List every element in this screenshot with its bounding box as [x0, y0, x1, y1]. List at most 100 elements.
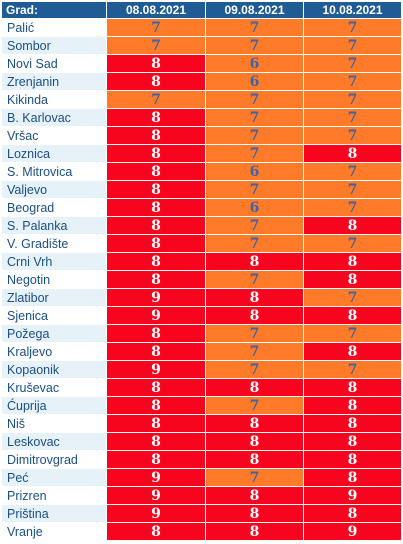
uv-index-cell: 7 — [206, 145, 303, 162]
uv-index-cell: 7 — [304, 37, 401, 54]
city-name: Kopaonik — [2, 361, 106, 378]
city-name: Priština — [2, 505, 106, 522]
uv-index-cell: 8 — [304, 253, 401, 270]
table-row: V. Gradište 8 7 7 — [2, 235, 401, 252]
uv-index-cell: 7 — [304, 91, 401, 108]
uv-index-cell: 8 — [107, 109, 205, 126]
uv-index-cell: 7 — [206, 361, 303, 378]
uv-index-cell: 7 — [206, 37, 303, 54]
uv-index-cell: 8 — [304, 451, 401, 468]
city-name: Vršac — [2, 127, 106, 144]
uv-index-cell: 7 — [206, 325, 303, 342]
uv-index-cell: 9 — [107, 361, 205, 378]
uv-index-cell: 8 — [206, 505, 303, 522]
uv-index-cell: 8 — [206, 379, 303, 396]
city-name: Niš — [2, 415, 106, 432]
uv-index-cell: 8 — [107, 415, 205, 432]
uv-index-cell: 8 — [206, 289, 303, 306]
uv-index-cell: 8 — [206, 487, 303, 504]
city-name: Požega — [2, 325, 106, 342]
uv-index-cell: 8 — [107, 343, 205, 360]
table-row: Beograd 8 6 7 — [2, 199, 401, 216]
uv-index-cell: 8 — [304, 505, 401, 522]
uv-index-cell: 7 — [107, 19, 205, 36]
uv-index-cell: 8 — [107, 235, 205, 252]
table-row: Kraljevo 8 7 8 — [2, 343, 401, 360]
uv-index-cell: 8 — [107, 523, 205, 540]
uv-index-cell: 8 — [206, 433, 303, 450]
table-row: Valjevo 8 7 7 — [2, 181, 401, 198]
uv-index-cell: 9 — [107, 307, 205, 324]
uv-index-cell: 7 — [206, 19, 303, 36]
uv-index-cell: 7 — [304, 289, 401, 306]
table-row: Negotin 8 7 8 — [2, 271, 401, 288]
table-row: Novi Sad 8 6 7 — [2, 55, 401, 72]
city-name: Zlatibor — [2, 289, 106, 306]
uv-index-cell: 6 — [206, 73, 303, 90]
uv-index-cell: 8 — [107, 451, 205, 468]
uv-index-cell: 8 — [107, 55, 205, 72]
date-column-header: 10.08.2021 — [304, 2, 401, 18]
uv-index-cell: 7 — [304, 325, 401, 342]
uv-index-cell: 8 — [206, 307, 303, 324]
city-name: Ćuprija — [2, 397, 106, 414]
table-row: Loznica 8 7 8 — [2, 145, 401, 162]
date-column-header: 08.08.2021 — [107, 2, 205, 18]
city-name: Crni Vrh — [2, 253, 106, 270]
uv-index-cell: 7 — [304, 361, 401, 378]
city-name: Sombor — [2, 37, 106, 54]
table-row: S. Palanka 8 7 8 — [2, 217, 401, 234]
uv-index-cell: 7 — [206, 109, 303, 126]
city-name: Loznica — [2, 145, 106, 162]
date-column-header: 09.08.2021 — [206, 2, 303, 18]
uv-index-cell: 7 — [304, 19, 401, 36]
uv-index-cell: 7 — [206, 271, 303, 288]
city-name: Leskovac — [2, 433, 106, 450]
uv-index-cell: 9 — [107, 487, 205, 504]
city-name: Kraljevo — [2, 343, 106, 360]
city-name: Beograd — [2, 199, 106, 216]
uv-index-cell: 8 — [107, 145, 205, 162]
table-row: Peć 9 7 8 — [2, 469, 401, 486]
uv-index-cell: 7 — [206, 469, 303, 486]
uv-index-cell: 8 — [107, 433, 205, 450]
uv-index-cell: 7 — [304, 199, 401, 216]
uv-index-cell: 7 — [206, 91, 303, 108]
table-row: Crni Vrh 8 8 8 — [2, 253, 401, 270]
uv-index-cell: 8 — [304, 415, 401, 432]
table-row: Prizren 9 8 9 — [2, 487, 401, 504]
uv-index-cell: 9 — [107, 469, 205, 486]
uv-index-cell: 8 — [107, 325, 205, 342]
table-row: Sombor 7 7 7 — [2, 37, 401, 54]
table-row: Dimitrovgrad 8 8 8 — [2, 451, 401, 468]
uv-index-cell: 8 — [304, 397, 401, 414]
uv-index-cell: 8 — [107, 181, 205, 198]
uv-index-cell: 6 — [206, 163, 303, 180]
uv-index-cell: 9 — [304, 523, 401, 540]
uv-index-cell: 7 — [107, 91, 205, 108]
city-name: Prizren — [2, 487, 106, 504]
uv-index-cell: 7 — [206, 217, 303, 234]
uv-index-cell: 8 — [304, 217, 401, 234]
city-name: Novi Sad — [2, 55, 106, 72]
uv-index-cell: 8 — [107, 73, 205, 90]
table-row: Požega 8 7 7 — [2, 325, 401, 342]
table-row: Ćuprija 8 7 8 — [2, 397, 401, 414]
uv-index-cell: 7 — [107, 37, 205, 54]
city-name: Kikinda — [2, 91, 106, 108]
uv-index-cell: 8 — [304, 307, 401, 324]
uv-index-cell: 8 — [107, 217, 205, 234]
table-row: Zlatibor 9 8 7 — [2, 289, 401, 306]
city-name: Zrenjanin — [2, 73, 106, 90]
uv-index-cell: 7 — [304, 163, 401, 180]
uv-index-cell: 8 — [107, 397, 205, 414]
uv-index-cell: 7 — [304, 181, 401, 198]
uv-index-cell: 8 — [206, 253, 303, 270]
uv-index-cell: 7 — [206, 127, 303, 144]
uv-index-cell: 7 — [304, 127, 401, 144]
uv-index-cell: 8 — [304, 271, 401, 288]
city-name: Sjenica — [2, 307, 106, 324]
uv-index-cell: 8 — [107, 163, 205, 180]
